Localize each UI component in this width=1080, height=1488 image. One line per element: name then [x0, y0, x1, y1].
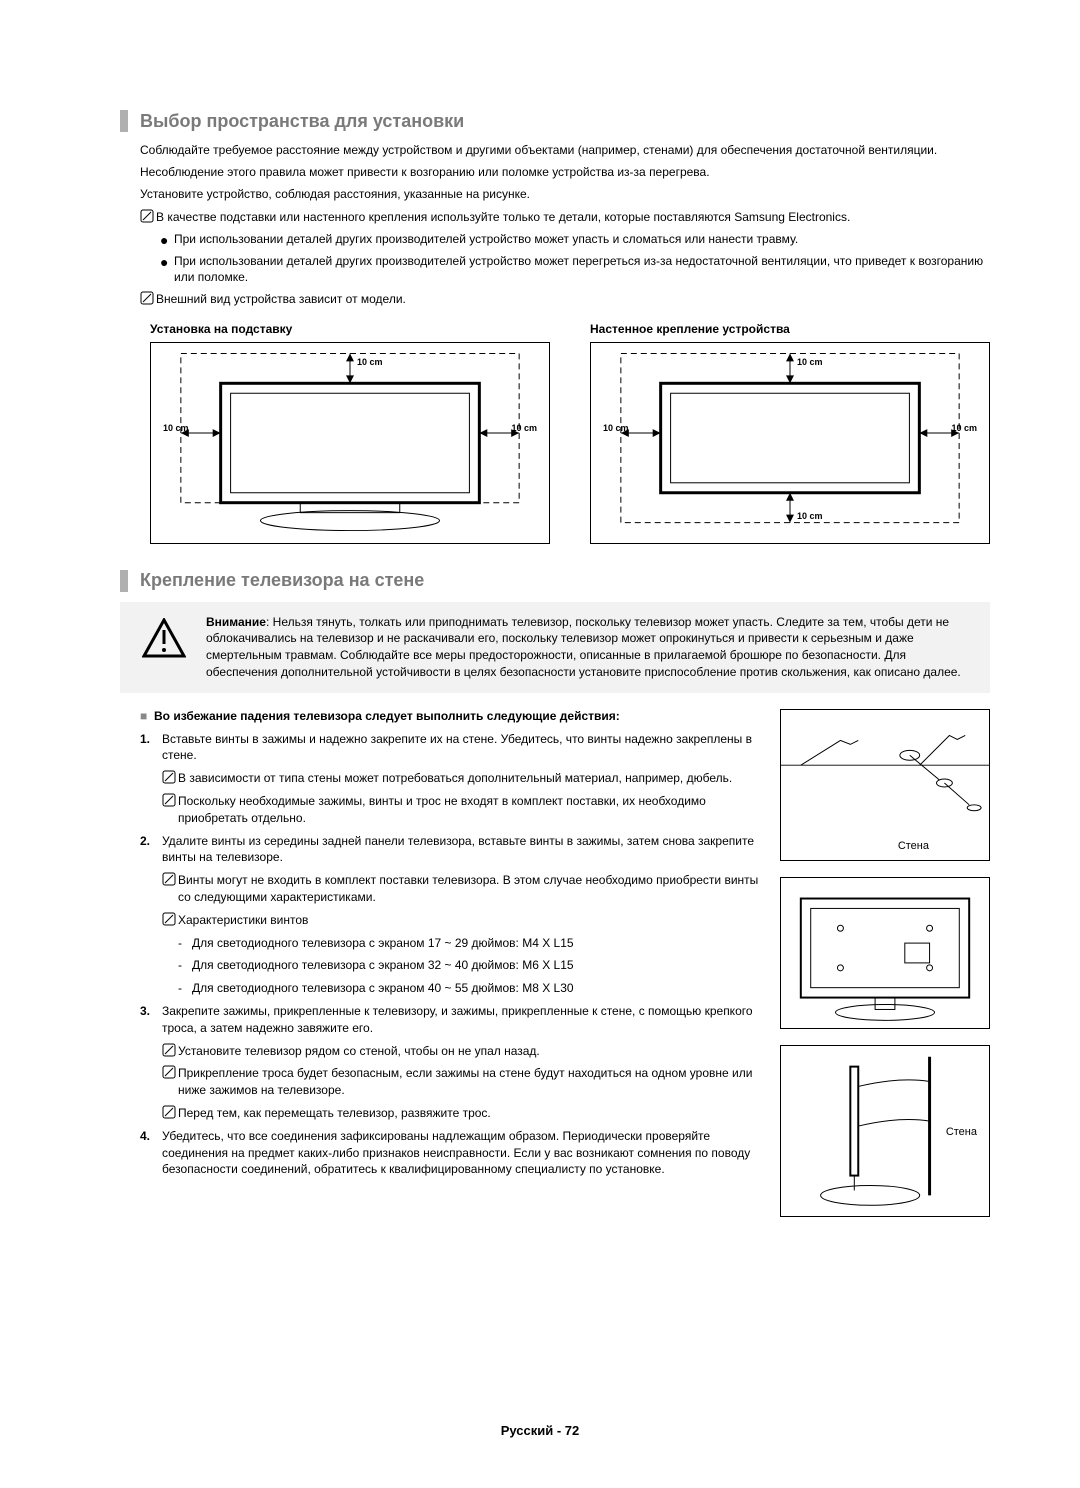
step2-n1: Винты могут не входить в комплект постав…	[162, 872, 760, 906]
step2-d3: - Для светодиодного телевизора с экраном…	[178, 980, 760, 997]
warning-icon	[134, 614, 206, 681]
step1-n1: В зависимости от типа стены может потреб…	[162, 770, 760, 787]
bullet-icon: ●	[160, 253, 174, 285]
note-text: Характеристики винтов	[178, 912, 308, 929]
note-icon	[162, 1043, 178, 1060]
diagram-row: Установка на подставку	[150, 322, 990, 544]
cm-bottom: 10 cm	[797, 511, 823, 521]
note-icon	[162, 793, 178, 827]
step-num: 1.	[140, 731, 162, 765]
note-icon	[162, 1105, 178, 1122]
dash-text: Для светодиодного телевизора с экраном 3…	[192, 957, 574, 974]
bullet-text: При использовании деталей других произво…	[174, 231, 798, 247]
diag-b-box: 10 cm 10 cm 10 cm 10 cm	[590, 342, 990, 544]
cm-left: 10 cm	[163, 423, 189, 433]
step2-d1: - Для светодиодного телевизора с экраном…	[178, 935, 760, 952]
sub-heading: ■ Во избежание падения телевизора следуе…	[140, 709, 760, 723]
bullet-icon: ●	[160, 231, 174, 247]
step-text: Закрепите зажимы, прикрепленные к телеви…	[162, 1003, 760, 1037]
step-num: 2.	[140, 833, 162, 867]
step-num: 3.	[140, 1003, 162, 1037]
diagram-stand: Установка на подставку	[150, 322, 550, 544]
step-text: Удалите винты из середины задней панели …	[162, 833, 760, 867]
note-icon	[162, 872, 178, 906]
section1-header: Выбор пространства для установки	[120, 110, 990, 132]
diag-b-svg	[591, 343, 989, 543]
step2-n2: Характеристики винтов	[162, 912, 760, 929]
dash-icon: -	[178, 980, 192, 997]
note-text: Поскольку необходимые зажимы, винты и тр…	[178, 793, 760, 827]
dash-icon: -	[178, 935, 192, 952]
note-text: Установите телевизор рядом со стеной, чт…	[178, 1043, 540, 1060]
fig-tv-back	[780, 877, 990, 1029]
step2: 2. Удалите винты из середины задней пане…	[140, 833, 760, 867]
step-text: Убедитесь, что все соединения зафиксиров…	[162, 1128, 760, 1178]
dash-icon: -	[178, 957, 192, 974]
step4: 4. Убедитесь, что все соединения зафикси…	[140, 1128, 760, 1178]
fig-tv-side: Стена	[780, 1045, 990, 1217]
step3-n3: Перед тем, как перемещать телевизор, раз…	[162, 1105, 760, 1122]
diag-b-title: Настенное крепление устройства	[590, 322, 990, 336]
page: Выбор пространства для установки Соблюда…	[0, 0, 1080, 1293]
section-bar	[120, 110, 128, 132]
s1-p3: Установите устройство, соблюдая расстоян…	[140, 186, 990, 202]
note-icon	[162, 912, 178, 929]
note-text: Прикрепление троса будет безопасным, есл…	[178, 1065, 760, 1099]
square-icon: ■	[140, 709, 154, 723]
dash-text: Для светодиодного телевизора с экраном 1…	[192, 935, 574, 952]
step3: 3. Закрепите зажимы, прикрепленные к тел…	[140, 1003, 760, 1037]
cm-right: 10 cm	[951, 423, 977, 433]
step1: 1. Вставьте винты в зажимы и надежно зак…	[140, 731, 760, 765]
step2-d2: - Для светодиодного телевизора с экраном…	[178, 957, 760, 974]
note-text: Перед тем, как перемещать телевизор, раз…	[178, 1105, 491, 1122]
s1-note2: Внешний вид устройства зависит от модели…	[140, 291, 990, 307]
sub-heading-text: Во избежание падения телевизора следует …	[154, 709, 620, 723]
note-text: Внешний вид устройства зависит от модели…	[156, 291, 406, 307]
note-icon	[140, 291, 156, 307]
section1-title: Выбор пространства для установки	[140, 111, 464, 132]
note-text: В качестве подставки или настенного креп…	[156, 209, 850, 225]
s1-note1: В качестве подставки или настенного креп…	[140, 209, 990, 225]
diag-a-svg	[151, 343, 549, 543]
bullet-text: При использовании деталей других произво…	[174, 253, 990, 285]
s1-b2: ● При использовании деталей других произ…	[160, 253, 990, 285]
right-col: Стена	[780, 709, 990, 1233]
note-icon	[162, 1065, 178, 1099]
section2-header: Крепление телевизора на стене	[120, 570, 990, 592]
note-icon	[162, 770, 178, 787]
section2-title: Крепление телевизора на стене	[140, 570, 424, 591]
step1-n2: Поскольку необходимые зажимы, винты и тр…	[162, 793, 760, 827]
warning-text: Внимание: Нельзя тянуть, толкать или при…	[206, 614, 976, 681]
diag-a-box: 10 cm 10 cm 10 cm	[150, 342, 550, 544]
step3-n1: Установите телевизор рядом со стеной, чт…	[162, 1043, 760, 1060]
left-col: ■ Во избежание падения телевизора следуе…	[120, 709, 760, 1233]
warn-body: : Нельзя тянуть, толкать или приподнимат…	[206, 615, 961, 679]
dash-text: Для светодиодного телевизора с экраном 4…	[192, 980, 574, 997]
diagram-wall: Настенное крепление устройства	[590, 322, 990, 544]
note-icon	[140, 209, 156, 225]
page-footer: Русский - 72	[0, 1423, 1080, 1438]
cm-top: 10 cm	[797, 357, 823, 367]
diag-a-title: Установка на подставку	[150, 322, 550, 336]
warning-box: Внимание: Нельзя тянуть, толкать или при…	[120, 602, 990, 693]
cm-left: 10 cm	[603, 423, 629, 433]
note-text: В зависимости от типа стены может потреб…	[178, 770, 732, 787]
step-text: Вставьте винты в зажимы и надежно закреп…	[162, 731, 760, 765]
note-text: Винты могут не входить в комплект постав…	[178, 872, 760, 906]
warn-lead: Внимание	[206, 615, 266, 629]
step3-n2: Прикрепление троса будет безопасным, есл…	[162, 1065, 760, 1099]
cm-top: 10 cm	[357, 357, 383, 367]
step-num: 4.	[140, 1128, 162, 1178]
fig-wall-mount: Стена	[780, 709, 990, 861]
fig3-label: Стена	[946, 1126, 977, 1138]
two-col: ■ Во избежание падения телевизора следуе…	[120, 709, 990, 1233]
section-bar	[120, 570, 128, 592]
cm-right: 10 cm	[511, 423, 537, 433]
fig1-label: Стена	[898, 840, 929, 852]
s1-p2: Несоблюдение этого правила может привест…	[140, 164, 990, 180]
s1-b1: ● При использовании деталей других произ…	[160, 231, 990, 247]
s1-p1: Соблюдайте требуемое расстояние между ус…	[140, 142, 990, 158]
